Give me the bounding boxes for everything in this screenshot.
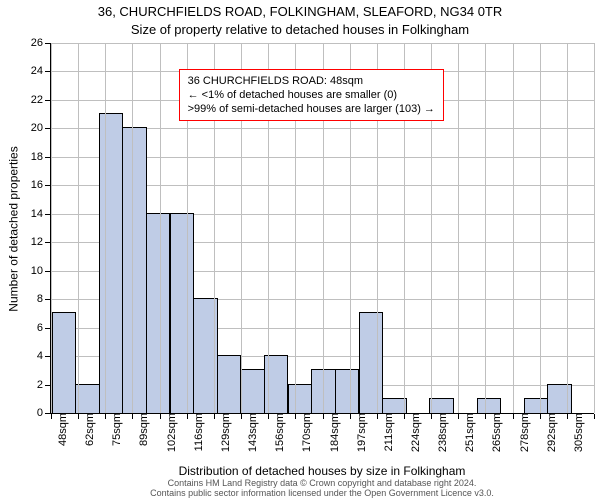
x-axis-label: Distribution of detached houses by size … [50, 464, 594, 478]
histogram-bar [382, 398, 406, 413]
x-tick-label: 75sqm [105, 413, 123, 446]
histogram-bar [524, 398, 548, 413]
y-tick-label: 8 [37, 293, 51, 305]
gridline-v [594, 43, 595, 413]
histogram-bar [288, 384, 312, 413]
gridline-v [458, 43, 459, 413]
y-tick-label: 10 [31, 265, 51, 277]
y-tick-label: 0 [37, 407, 51, 419]
x-tick-label: 197sqm [350, 413, 368, 452]
histogram-bar [217, 355, 241, 413]
y-axis-label-container: Number of detached properties [6, 43, 22, 414]
x-tick-label: 278sqm [513, 413, 531, 452]
plot-area: 0246810121416182022242648sqm62sqm75sqm89… [50, 43, 594, 414]
y-tick-label: 16 [31, 179, 51, 191]
histogram-bar [122, 127, 146, 413]
x-tick-label: 143sqm [241, 413, 259, 452]
histogram-bar [52, 312, 76, 413]
x-tick-label: 305sqm [567, 413, 585, 452]
y-axis-label: Number of detached properties [7, 146, 21, 311]
x-tick-label: 170sqm [295, 413, 313, 452]
chart-title-line1: 36, CHURCHFIELDS ROAD, FOLKINGHAM, SLEAF… [0, 4, 600, 19]
x-tick-label: 62sqm [78, 413, 96, 446]
x-tick-label: 251sqm [458, 413, 476, 452]
y-tick-label: 18 [31, 151, 51, 163]
x-tick-label: 102sqm [160, 413, 178, 452]
gridline-v [485, 43, 486, 413]
chart-title-line2: Size of property relative to detached ho… [0, 22, 600, 37]
x-tick-label: 292sqm [540, 413, 558, 452]
y-tick-label: 24 [31, 65, 51, 77]
x-tick-label: 89sqm [132, 413, 150, 446]
y-tick-label: 22 [31, 94, 51, 106]
x-tick-label: 238sqm [431, 413, 449, 452]
y-tick-label: 14 [31, 208, 51, 220]
y-tick-label: 26 [31, 37, 51, 49]
annotation-line-3: >99% of semi-detached houses are larger … [188, 102, 435, 116]
gridline-v [78, 43, 79, 413]
gridline-v [105, 43, 106, 413]
x-tick-label: 116sqm [187, 413, 205, 451]
y-tick-label: 12 [31, 236, 51, 248]
histogram-bar [359, 312, 383, 413]
x-tick-label: 129sqm [214, 413, 232, 452]
credit-line-2: Contains public sector information licen… [50, 489, 594, 499]
y-tick-label: 4 [37, 350, 51, 362]
chart-container: 36, CHURCHFIELDS ROAD, FOLKINGHAM, SLEAF… [0, 0, 600, 500]
histogram-bar [146, 213, 170, 413]
y-tick-label: 2 [37, 379, 51, 391]
credit-text: Contains HM Land Registry data © Crown c… [50, 479, 594, 498]
gridline-v [567, 43, 568, 413]
histogram-bar [99, 113, 123, 413]
histogram-bar [547, 384, 571, 413]
histogram-bar [477, 398, 501, 413]
annotation-line-1: 36 CHURCHFIELDS ROAD: 48sqm [188, 74, 435, 88]
annotation-line-2: ← <1% of detached houses are smaller (0) [188, 88, 435, 102]
x-tick-label: 184sqm [323, 413, 341, 452]
annotation-box: 36 CHURCHFIELDS ROAD: 48sqm← <1% of deta… [179, 69, 444, 121]
gridline-v [132, 43, 133, 413]
histogram-bar [170, 213, 194, 413]
gridline-v [160, 43, 161, 413]
x-tick-label: 224sqm [404, 413, 422, 452]
y-tick-label: 6 [37, 322, 51, 334]
x-tick-label: 156sqm [268, 413, 286, 452]
gridline-v [51, 43, 52, 413]
histogram-bar [429, 398, 453, 413]
x-tick-label: 319sqm [594, 413, 600, 452]
histogram-bar [240, 369, 264, 413]
y-tick-label: 20 [31, 122, 51, 134]
x-tick-label: 211sqm [377, 413, 395, 451]
x-tick-label: 265sqm [485, 413, 503, 452]
histogram-bar [335, 369, 359, 413]
gridline-v [540, 43, 541, 413]
gridline-v [513, 43, 514, 413]
x-tick-label: 48sqm [51, 413, 69, 446]
